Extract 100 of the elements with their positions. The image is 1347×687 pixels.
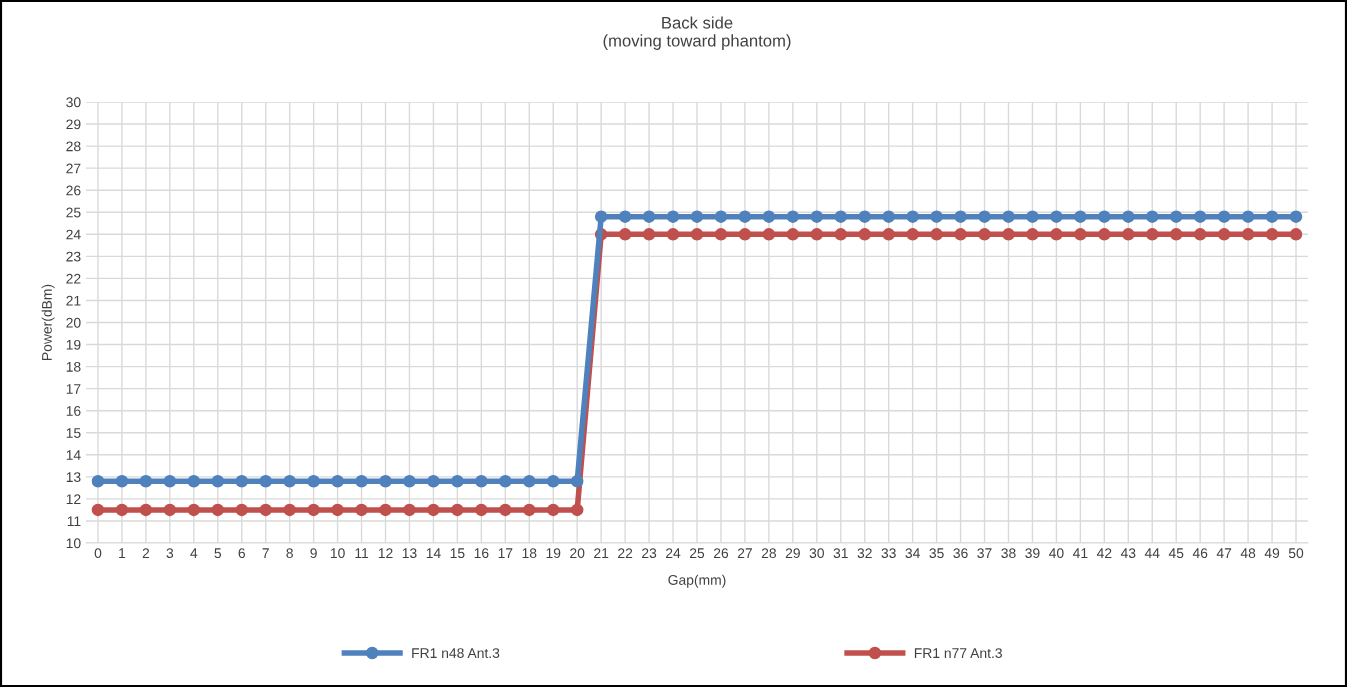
point [858,228,871,241]
x-tick-label: 45 [1168,548,1184,559]
point [690,210,704,223]
y-tick-label: 13 [66,472,81,483]
point [451,503,464,517]
y-tick-label: 20 [66,317,81,328]
y-tick-label: 15 [66,428,81,438]
x-tick-label: 4 [190,548,198,558]
point [1241,210,1255,223]
point [235,503,248,517]
point [403,503,416,517]
point [594,210,608,223]
point [1146,210,1159,223]
legend-label: FR1 n48 Ant.3 [412,648,500,659]
x-tick-label: 49 [1264,548,1280,559]
point [163,503,177,517]
y-tick-label: 19 [66,339,81,350]
x-tick-label: 37 [977,548,992,559]
y-tick-label: 11 [67,516,81,526]
x-tick-label: 17 [498,548,513,558]
x-tick-label: 21 [594,548,609,558]
x-tick-label: 43 [1120,548,1136,559]
point [331,475,344,488]
x-tick-label: 0 [94,548,102,559]
point [115,475,129,488]
point [427,475,440,488]
y-tick-label: 28 [66,141,81,152]
x-axis-title: Gap(mm) [668,574,726,588]
x-tick-label: 25 [689,548,705,559]
point [930,210,943,223]
point [1265,228,1279,241]
legend-label: FR1 n77 Ant.3 [914,648,1002,659]
point [211,475,225,488]
point [714,228,728,241]
x-tick-label: 9 [310,548,317,559]
x-tick-label: 28 [761,548,776,559]
point [1050,228,1063,241]
x-tick-label: 18 [522,548,537,559]
point [379,503,392,517]
point [882,228,895,241]
x-tick-label: 36 [953,548,968,559]
y-axis-title: Power(dBm) [41,284,55,360]
point [714,210,728,223]
point [187,503,201,517]
point [834,228,848,241]
x-tick-label: 12 [378,548,393,558]
point [810,228,824,241]
x-tick-label: 35 [929,548,944,559]
point [666,210,680,223]
point [642,210,656,223]
point [307,503,320,517]
point [978,210,991,223]
point [1074,228,1087,241]
point [331,503,344,517]
point [906,228,919,241]
point [1241,228,1255,241]
point [882,210,895,223]
point [187,475,201,488]
point [259,475,272,488]
point [810,210,824,223]
point [355,503,368,517]
point [738,228,752,241]
y-tick-label: 16 [66,406,81,416]
point [499,475,512,488]
x-tick-label: 11 [355,548,369,558]
point [1026,228,1039,241]
x-tick-label: 29 [785,548,800,559]
point [451,475,464,488]
point [954,210,967,223]
point [1193,228,1207,241]
point [1122,210,1135,223]
point [690,228,704,241]
point [283,503,296,517]
point [930,228,943,241]
point [618,228,632,241]
y-tick-label: 22 [66,273,81,284]
x-tick-label: 16 [474,548,489,559]
point [379,475,392,488]
x-tick-label: 47 [1216,548,1232,558]
y-tick-label: 25 [66,207,81,218]
x-tick-label: 19 [546,548,561,559]
x-tick-label: 41 [1072,548,1088,558]
y-tick-label: 14 [66,450,81,460]
x-tick-label: 31 [833,548,848,559]
point [1265,210,1279,223]
x-tick-label: 26 [713,548,729,559]
point [1289,210,1303,223]
x-tick-label: 6 [238,548,245,559]
point [1146,228,1159,241]
x-tick-label: 7 [262,548,269,558]
point [1217,228,1231,241]
point [978,228,991,241]
point [1217,210,1231,223]
point [139,475,153,488]
point [1098,228,1111,241]
y-tick-label: 10 [66,538,81,549]
point [235,475,248,488]
x-tick-label: 32 [857,548,872,559]
point [91,475,105,488]
point [139,503,153,517]
